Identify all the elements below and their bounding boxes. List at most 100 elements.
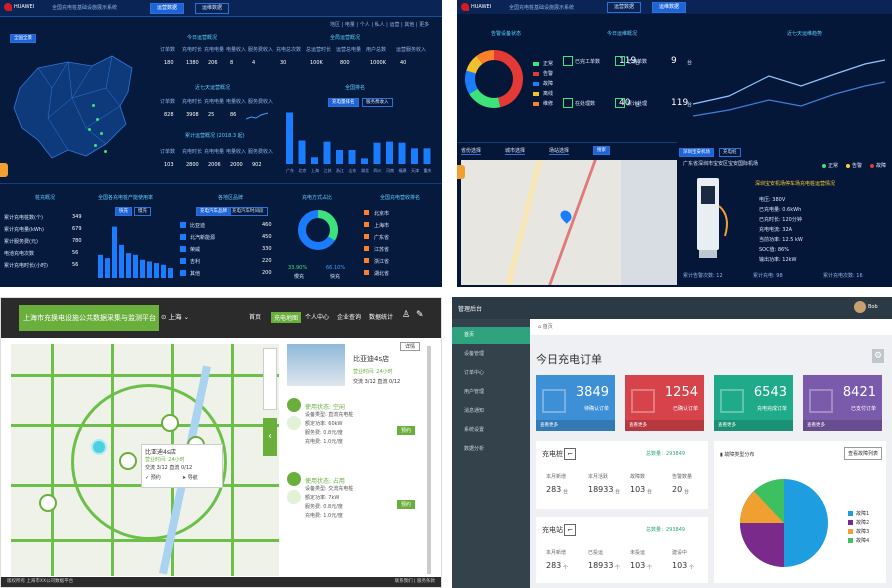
utilization-bar[interactable] xyxy=(126,253,131,278)
ranking-bar[interactable] xyxy=(348,150,356,164)
settings-gear-icon[interactable]: ⚙ xyxy=(872,349,884,363)
utilization-bar[interactable] xyxy=(168,268,173,278)
admin-logo[interactable]: 管理后台 xyxy=(458,306,483,313)
sidebar-item[interactable]: 用户管理 xyxy=(464,389,485,395)
ranking-bar[interactable] xyxy=(298,140,306,164)
util-tab-slow[interactable]: 慢充 xyxy=(134,207,151,216)
ranking-bar[interactable] xyxy=(336,150,343,164)
map-point[interactable] xyxy=(104,150,107,153)
util-tab-fast[interactable]: 快充 xyxy=(115,207,132,216)
expand-left-icon[interactable] xyxy=(0,163,8,177)
top-filter[interactable]: 地区 | 电量 | 个人 | 私人 | 运营 | 其他 | 更多 xyxy=(330,22,430,28)
sidebar-item[interactable]: 首页 xyxy=(452,327,530,344)
sidebar-item[interactable]: 消息通知 xyxy=(464,408,485,414)
ranking-bar[interactable] xyxy=(386,141,393,164)
stat-card[interactable]: 3849 待确认订单 查看更多 xyxy=(536,375,615,431)
station-detail-button[interactable]: 详情 xyxy=(400,342,421,351)
ranking-bar[interactable] xyxy=(323,141,331,164)
ranking-bar[interactable] xyxy=(361,158,368,164)
map-scope-button[interactable]: 全国全景 xyxy=(10,34,36,43)
expand-left-icon[interactable] xyxy=(457,165,465,179)
utilization-bar[interactable] xyxy=(154,263,159,278)
user-icon[interactable]: ♙ xyxy=(402,310,411,320)
map-point[interactable] xyxy=(94,144,97,147)
station-tab-pile[interactable]: 充电桩 xyxy=(719,148,741,157)
popup-reserve[interactable]: ✓ 预约 xyxy=(145,475,161,481)
tab-operations[interactable]: 运营数据 xyxy=(150,3,185,14)
ranking-tab-energy[interactable]: 充电量排名 xyxy=(328,98,359,107)
ranking-bar[interactable] xyxy=(411,148,418,164)
scrollbar[interactable] xyxy=(427,346,431,574)
collapse-panel-icon[interactable]: ‹ xyxy=(263,418,277,456)
filter-select[interactable]: 省份选择 xyxy=(461,148,482,155)
tab-maintenance[interactable]: 运维数据 xyxy=(195,3,230,14)
stat-more-link[interactable]: 查看更多 xyxy=(714,420,793,431)
sidebar-item[interactable]: 设备管理 xyxy=(464,351,485,357)
utilization-bar[interactable] xyxy=(133,254,138,278)
nav-enterprise[interactable]: 企业查询 xyxy=(337,314,362,321)
utilization-bar[interactable] xyxy=(161,264,166,278)
tab-maintenance[interactable]: 运维数据 xyxy=(652,2,687,13)
map-point[interactable] xyxy=(96,118,99,121)
edit-icon[interactable]: ✎ xyxy=(416,310,424,320)
charging-map[interactable]: 比亚迪4s店 营业时间: 24小时 交流 3/12 直流 0/12 ✓ 预约 ➤… xyxy=(11,344,279,576)
user-name[interactable]: Bob xyxy=(868,304,878,310)
pile-reserve-button[interactable]: 预约 xyxy=(397,500,416,509)
map-point[interactable] xyxy=(92,104,95,107)
ranking-bar[interactable] xyxy=(311,157,318,164)
popup-title: 比亚迪4s店 xyxy=(145,449,176,456)
sidebar-item[interactable]: 系统设置 xyxy=(464,427,485,433)
city-selector[interactable]: ⊙ 上海 ⌄ xyxy=(161,313,190,321)
chart-icon[interactable]: ⌐ xyxy=(564,524,576,536)
tab-operations[interactable]: 运营数据 xyxy=(607,2,642,13)
utilization-bar[interactable] xyxy=(140,259,145,278)
utilization-bar[interactable] xyxy=(98,254,103,278)
stat-more-link[interactable]: 查看更多 xyxy=(625,420,704,431)
portal-brand[interactable]: 上海市充换电设施公共数据采集与监测平台 xyxy=(19,305,159,331)
fault-list-button[interactable]: 查看故障列表 xyxy=(844,447,883,460)
search-button[interactable]: 搜索 xyxy=(593,146,610,155)
pile-reserve-button[interactable]: 预约 xyxy=(397,426,416,435)
ranking-bar[interactable] xyxy=(286,112,293,164)
stat-card[interactable]: 8421 已支付订单 查看更多 xyxy=(803,375,882,431)
sidebar-item[interactable]: 数据分析 xyxy=(464,446,485,452)
map-point[interactable] xyxy=(100,132,103,135)
ranking-bar[interactable] xyxy=(398,142,406,164)
station-popup[interactable]: 比亚迪4s店 营业时间: 24小时 交流 3/12 直流 0/12 ✓ 预约 ➤… xyxy=(141,444,223,488)
utilization-bar[interactable] xyxy=(147,261,152,278)
filter-select[interactable]: 城市选择 xyxy=(505,148,526,155)
brand-tab-brand[interactable]: 充电汽车品牌 xyxy=(196,207,231,216)
map-point[interactable] xyxy=(88,128,91,131)
station-marker[interactable] xyxy=(119,452,137,470)
ranking-bar[interactable] xyxy=(373,142,381,164)
utilization-bar[interactable] xyxy=(112,226,117,278)
nav-user-center[interactable]: 个人中心 xyxy=(305,314,330,321)
breadcrumb-home[interactable]: 首页 xyxy=(542,324,553,330)
ranking-bar[interactable] xyxy=(423,148,431,164)
station-marker[interactable] xyxy=(39,494,57,512)
utilization-bar[interactable] xyxy=(105,258,110,278)
nav-charging-map[interactable]: 充电地图 xyxy=(271,312,302,323)
utilization-bar[interactable] xyxy=(119,244,124,278)
ranking-tab-fee[interactable]: 服务费收入 xyxy=(362,98,393,107)
nav-home[interactable]: 首页 xyxy=(249,314,262,321)
popup-navigate[interactable]: ➤ 导航 xyxy=(182,475,198,481)
brand-value: 200 xyxy=(262,270,272,276)
stat-more-link[interactable]: 查看更多 xyxy=(536,420,615,431)
filter-select[interactable]: 场站选择 xyxy=(549,148,570,155)
china-map[interactable] xyxy=(8,48,140,170)
chart-icon[interactable]: ⌐ xyxy=(564,448,576,460)
sidebar-item[interactable]: 订单中心 xyxy=(464,370,485,376)
stat-card[interactable]: 1254 已确认订单 查看更多 xyxy=(625,375,704,431)
zoom-control[interactable] xyxy=(263,348,277,410)
stat-card[interactable]: 6543 充电完成订单 查看更多 xyxy=(714,375,793,431)
stat-more-link[interactable]: 查看更多 xyxy=(803,420,882,431)
footer-links[interactable]: 联系我们 | 服务条款 xyxy=(394,579,435,584)
brand-tab-time[interactable]: 充电汽车时间段 xyxy=(228,207,268,216)
avatar[interactable] xyxy=(854,301,866,313)
station-map[interactable] xyxy=(461,160,677,285)
station-marker[interactable] xyxy=(161,414,179,432)
station-tab-site[interactable]: 深圳宝安机场 xyxy=(679,148,714,157)
current-location-icon[interactable] xyxy=(91,439,107,455)
nav-statistics[interactable]: 数据统计 xyxy=(369,314,394,321)
